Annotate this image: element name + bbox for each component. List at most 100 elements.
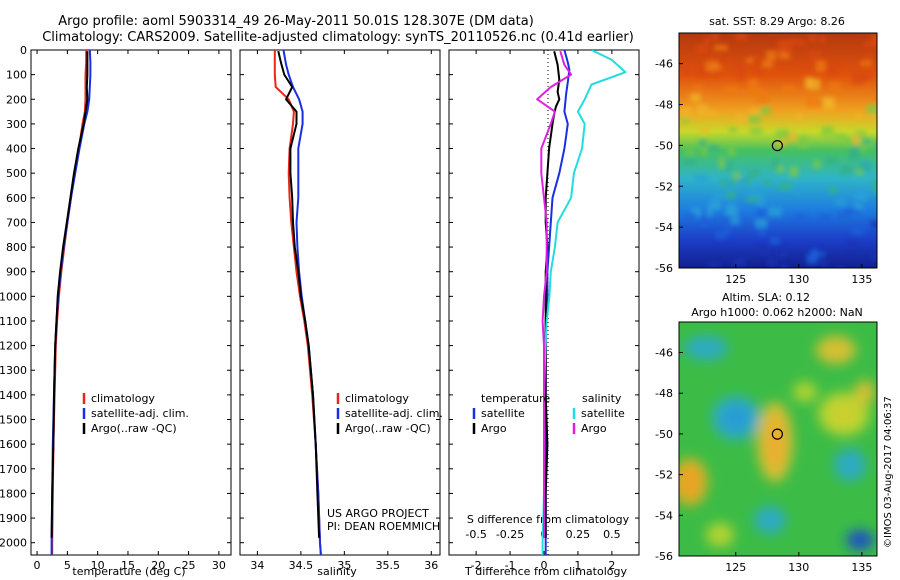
depth-tick-label: 600 — [6, 192, 27, 205]
sst-texture — [736, 178, 747, 186]
sst-texture — [785, 45, 794, 54]
sst-texture — [755, 245, 769, 254]
sst-texture — [755, 91, 770, 104]
x-top-tick-label: 0.5 — [603, 528, 621, 541]
x-tick-label: 5 — [64, 559, 71, 572]
sst-texture — [736, 69, 746, 80]
sst-texture — [775, 129, 790, 140]
x-tick-label: 0 — [34, 559, 41, 572]
sst-texture — [778, 181, 792, 191]
sst-texture — [708, 145, 719, 152]
depth-tick-label: 200 — [6, 93, 27, 106]
sst-texture — [853, 202, 863, 211]
sla-anomaly-blob — [846, 530, 874, 550]
sst-texture — [863, 40, 877, 48]
sst-texture — [681, 63, 692, 74]
sst-texture — [705, 203, 720, 211]
sst-texture — [690, 207, 702, 219]
sst-texture — [711, 33, 719, 42]
sst-texture — [813, 251, 826, 257]
map-y-tick-label: -50 — [655, 139, 673, 152]
sst-texture — [776, 164, 785, 173]
map-y-tick-label: -54 — [655, 509, 673, 522]
depth-tick-label: 1600 — [0, 438, 27, 451]
sst-texture — [748, 79, 759, 91]
series-line-temperature-argo — [544, 50, 561, 538]
depth-tick-label: 1800 — [0, 487, 27, 500]
sst-texture — [812, 98, 826, 108]
sst-texture — [766, 50, 777, 61]
sla-anomaly-blob — [855, 380, 875, 404]
sst-texture — [696, 104, 708, 117]
sst-texture — [829, 186, 838, 195]
legend-label-sal-argo: Argo — [581, 422, 607, 435]
sst-texture — [834, 265, 845, 268]
sst-texture — [696, 44, 709, 54]
sst-texture — [789, 166, 799, 178]
x-tick-label: 30 — [212, 559, 226, 572]
x-tick-label: 1 — [574, 559, 581, 572]
depth-tick-label: 1200 — [0, 340, 27, 353]
sst-texture — [861, 72, 872, 81]
map-y-tick-label: -56 — [655, 262, 673, 275]
figure-title-line2: Climatology: CARS2009. Satellite-adjuste… — [42, 30, 634, 45]
sst-texture — [782, 85, 796, 93]
sst-texture — [794, 214, 808, 221]
sst-texture — [734, 114, 747, 123]
sst-texture — [821, 126, 834, 137]
sst-texture — [710, 55, 720, 64]
sst-texture — [854, 113, 863, 120]
x-top-tick-label: -0.25 — [496, 528, 524, 541]
sst-texture — [812, 160, 821, 169]
sst-texture — [708, 110, 717, 117]
sst-texture — [805, 95, 813, 108]
sst-texture — [819, 214, 831, 221]
sst-texture — [772, 158, 780, 169]
sst-texture — [865, 53, 873, 61]
sst-texture — [680, 117, 690, 124]
sst-texture — [684, 149, 696, 155]
x-tick-label: 2 — [608, 559, 615, 572]
sst-texture — [866, 104, 877, 115]
sst-texture — [756, 194, 766, 206]
x-tick-label: 0 — [541, 559, 548, 572]
sst-texture — [783, 132, 797, 142]
sst-texture — [857, 163, 870, 171]
sst-texture — [779, 51, 790, 60]
legend-label-climatology: climatology — [91, 392, 155, 405]
temperature-legend: climatology satellite-adj. clim. Argo(..… — [82, 392, 189, 435]
sst-texture — [699, 139, 706, 148]
sst-texture — [725, 190, 737, 200]
sst-texture — [757, 228, 767, 237]
sst-texture — [729, 178, 737, 186]
sst-texture — [854, 130, 867, 142]
depth-tick-label: 2000 — [0, 537, 27, 550]
legend-label-temp-argo: Argo — [481, 422, 507, 435]
map-y-tick-label: -52 — [655, 469, 673, 482]
sst-texture — [713, 44, 728, 51]
sst-texture — [777, 246, 788, 258]
sst-texture — [819, 36, 827, 44]
sst-texture — [776, 39, 789, 50]
sst-texture — [760, 106, 771, 116]
map-y-tick-label: -50 — [655, 428, 673, 441]
sst-texture — [715, 230, 727, 240]
sst-texture — [837, 212, 850, 219]
map-x-tick-label: 130 — [788, 273, 809, 286]
sst-texture — [840, 164, 853, 176]
legend-label-satellite: satellite-adj. clim. — [345, 407, 443, 420]
x-tick-label: 20 — [151, 559, 165, 572]
sst-texture — [693, 85, 704, 91]
sst-texture — [679, 107, 692, 120]
sst-texture — [795, 188, 802, 194]
sst-texture — [746, 196, 760, 202]
map-x-tick-label: 130 — [788, 561, 809, 574]
sst-texture — [724, 86, 738, 96]
map-y-tick-label: -48 — [655, 387, 673, 400]
depth-tick-label: 800 — [6, 241, 27, 254]
map-y-tick-label: -54 — [655, 221, 673, 234]
difference-top-label: S difference from climatology — [467, 513, 630, 526]
sst-texture — [756, 209, 767, 218]
sst-texture — [873, 95, 877, 103]
